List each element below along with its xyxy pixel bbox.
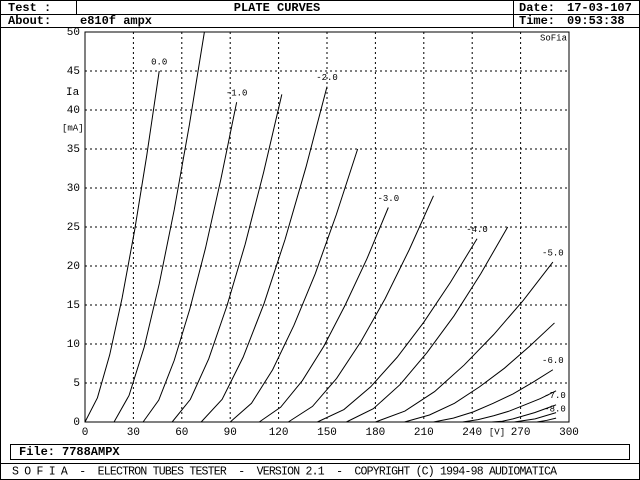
about-value: e810f ampx [80,14,152,28]
curve [375,261,554,423]
y-tick-label: 15 [67,300,80,312]
curve [288,195,434,423]
status-bar: S O F I A - ELECTRON TUBES TESTER - VERS… [12,466,557,479]
x-tick-label: 270 [511,427,531,439]
y-tick-label: 25 [67,222,80,234]
x-tick-label: 90 [224,427,237,439]
curve [346,226,509,423]
curve [229,148,359,423]
y-tick-label: 20 [67,261,80,273]
curve-label: -2.0 [316,73,338,83]
about-label: About: [8,14,51,28]
x-tick-label: 180 [365,427,385,439]
x-tick-label: 150 [317,427,337,439]
y-tick-label: 40 [67,105,80,117]
file-label: File: [19,445,55,459]
page-title: PLATE CURVES [234,1,320,15]
file-box [10,444,630,460]
curve [84,70,160,423]
curve [491,404,557,423]
brand: SoFia [540,33,568,43]
y-tick-label: 5 [73,378,80,390]
curve [514,412,557,423]
plot-frame [84,31,570,423]
y-tick-label: 0 [73,417,80,429]
curve [404,322,555,423]
y-axis-unit: [mA] [62,123,84,133]
time-label: Time: [519,14,555,28]
plot: 0 5 10 15 20 25 30 35 40 45 50 0 30 60 90 120 150 180 210 2… [62,27,579,439]
y-tick-label: 45 [67,66,80,78]
y-tick-label: 35 [67,144,80,156]
x-tick-label: 300 [559,427,579,439]
x-tick-label: 120 [269,427,289,439]
curve [200,86,328,423]
date-value: 17-03-107 [567,1,632,15]
y-tick-label: 50 [67,27,80,39]
x-tick-label: 30 [127,427,140,439]
x-tick-label: 210 [414,427,434,439]
y-axis-label: Ia [66,87,80,99]
curve-label: -4.0 [466,225,488,235]
x-tick-label: 240 [462,427,482,439]
curve [536,417,557,423]
date-label: Date: [519,1,555,15]
curve-label: 0.0 [151,57,167,67]
curve-label: -1.0 [226,89,248,99]
curve [171,94,283,423]
time-value: 09:53:38 [567,14,625,28]
x-tick-label: 0 [82,427,89,439]
test-label: Test : [8,1,51,15]
x-axis-label: [V] [489,427,505,437]
y-tick-label: 10 [67,339,80,351]
curve-label: -7.0 [544,391,566,401]
curve-label: -5.0 [542,248,564,258]
y-tick-label: 30 [67,183,80,195]
curve-label: -3.0 [378,194,400,204]
curve [462,390,557,423]
curve [258,207,389,423]
curve [317,238,478,423]
curve [433,369,554,423]
file-name: 7788AMPX [62,445,120,459]
curve-label: -8.0 [544,404,566,414]
curve [142,102,238,423]
x-tick-label: 60 [175,427,188,439]
curve [113,31,205,423]
curve-label: -6.0 [542,356,564,366]
